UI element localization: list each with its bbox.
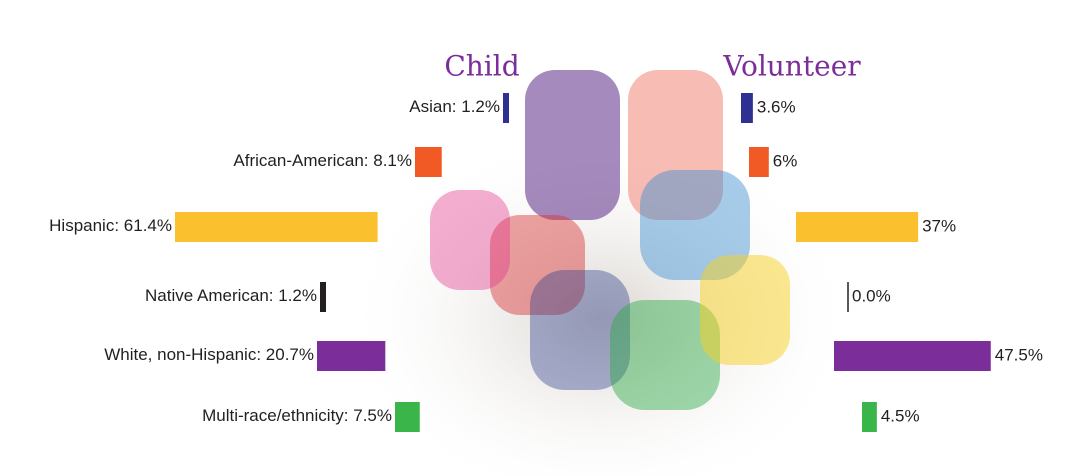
value-label: 0.0% bbox=[852, 286, 891, 305]
value-label: 1.2% bbox=[278, 286, 317, 305]
series-header: Child bbox=[444, 50, 519, 83]
bar bbox=[741, 93, 753, 123]
value-label: 7.5% bbox=[353, 406, 392, 425]
bar bbox=[415, 147, 442, 177]
bar bbox=[796, 212, 919, 242]
value-label: 61.4% bbox=[124, 216, 172, 235]
bar bbox=[749, 147, 769, 177]
bar bbox=[175, 212, 378, 242]
bar-label: White, non-Hispanic: 20.7% bbox=[104, 345, 314, 364]
category-label: Asian bbox=[409, 97, 452, 116]
category-label: Hispanic bbox=[49, 216, 115, 235]
separator: : bbox=[256, 345, 265, 364]
value-label: 3.6% bbox=[757, 97, 796, 116]
separator: : bbox=[114, 216, 123, 235]
bar bbox=[834, 341, 991, 371]
bar-label: Native American: 1.2% bbox=[145, 286, 317, 305]
separator: : bbox=[452, 97, 461, 116]
value-label: 8.1% bbox=[373, 151, 412, 170]
value-label: 6% bbox=[773, 151, 798, 170]
bar bbox=[320, 282, 326, 312]
category-label: African-American bbox=[233, 151, 363, 170]
separator: : bbox=[344, 406, 353, 425]
separator: : bbox=[364, 151, 373, 170]
value-label: 47.5% bbox=[995, 345, 1043, 364]
bar-label: Asian: 1.2% bbox=[409, 97, 500, 116]
value-label: 37% bbox=[922, 216, 956, 235]
category-label: White, non-Hispanic bbox=[104, 345, 257, 364]
bar bbox=[395, 402, 420, 432]
bar-label: Hispanic: 61.4% bbox=[49, 216, 172, 235]
series-header: Volunteer bbox=[722, 50, 861, 83]
bar bbox=[862, 402, 877, 432]
value-label: 20.7% bbox=[266, 345, 314, 364]
separator: : bbox=[269, 286, 278, 305]
bar-label: Multi-race/ethnicity: 7.5% bbox=[202, 406, 392, 425]
bar bbox=[317, 341, 386, 371]
value-label: 1.2% bbox=[461, 97, 500, 116]
category-label: Multi-race/ethnicity bbox=[202, 406, 344, 425]
bar bbox=[503, 93, 509, 123]
category-label: Native American bbox=[145, 286, 269, 305]
bar-label: African-American: 8.1% bbox=[233, 151, 412, 170]
value-label: 4.5% bbox=[881, 406, 920, 425]
photo-placeholder bbox=[340, 70, 860, 476]
